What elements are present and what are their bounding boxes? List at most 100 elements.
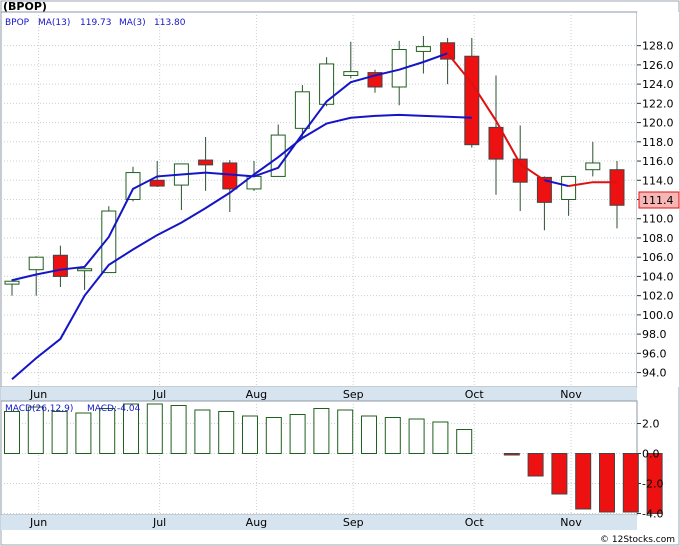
price-tick-label: 102.0 — [642, 290, 674, 303]
candle — [343, 41, 359, 79]
ma3-line-segment — [544, 179, 569, 188]
legend-ma13-value: 119.73 — [80, 18, 112, 28]
candle — [4, 279, 20, 296]
macd-bar — [170, 405, 187, 454]
candle — [101, 206, 117, 274]
macd-bar — [4, 411, 20, 454]
candle — [561, 175, 577, 216]
macd-bar — [503, 453, 520, 456]
macd-label: MACD(26,12,9) — [5, 404, 73, 414]
price-tick-label: 126.0 — [642, 59, 674, 72]
macd-tick-labels: 2.0 0.0 -2.0 -4.0 — [642, 418, 663, 521]
macd-bar — [575, 453, 592, 510]
price-tick-label: 116.0 — [642, 155, 674, 168]
macd-tick-label: -4.0 — [642, 508, 663, 521]
legend-ma13-label: MA(13) — [38, 18, 70, 28]
ma13-line-segment — [11, 113, 472, 381]
month-label: Jun — [29, 388, 47, 401]
price-tick-label: 120.0 — [642, 117, 674, 130]
macd-tick-label: -2.0 — [642, 478, 663, 491]
macd-bar — [646, 453, 663, 514]
legend-ma3-label: MA(3) — [119, 18, 146, 28]
candle — [149, 161, 165, 187]
macd-bar — [289, 414, 306, 454]
month-label: Sep — [343, 388, 364, 401]
macd-bar — [242, 415, 258, 454]
candle — [77, 267, 93, 290]
macd-bar — [527, 453, 544, 477]
macd-bar — [551, 453, 568, 495]
candle — [512, 125, 528, 212]
last-price-marker: 111.4 — [638, 191, 680, 209]
macd-bar — [194, 409, 211, 454]
candle — [198, 137, 214, 191]
watermark: © 12Stocks.com — [600, 535, 675, 545]
ticker-title: (BPOP) — [3, 0, 47, 13]
macd-month-label: Sep — [343, 516, 364, 529]
macd-month-label: Jun — [29, 516, 47, 529]
last-price-label: 111.4 — [642, 194, 674, 207]
price-tick-label: 118.0 — [642, 136, 674, 149]
macd-bar — [361, 415, 377, 454]
price-tick-label: 110.0 — [642, 213, 674, 226]
candle — [585, 141, 601, 177]
candle — [222, 160, 238, 212]
macd-month-band — [1, 515, 637, 530]
price-tick-label: 96.0 — [642, 347, 667, 360]
month-label: Jul — [152, 388, 166, 401]
macd-value-label: MACD:-4.04 — [87, 404, 141, 414]
candle — [609, 161, 625, 229]
candles — [4, 36, 625, 296]
macd-bars — [4, 403, 663, 514]
legend-ma3-value: 113.80 — [154, 18, 186, 28]
macd-bar — [622, 453, 639, 513]
price-tick-label: 94.0 — [642, 367, 667, 380]
price-month-band — [1, 387, 637, 401]
price-tick-label: 104.0 — [642, 270, 674, 283]
legend-symbol: BPOP — [5, 18, 30, 28]
macd-bar — [599, 453, 615, 513]
macd-bar — [337, 409, 354, 454]
price-tick-label: 114.0 — [642, 174, 674, 187]
price-tick-label: 124.0 — [642, 78, 674, 91]
macd-bar — [146, 403, 163, 454]
macd-bar — [99, 408, 116, 454]
macd-bar — [384, 417, 401, 454]
macd-bar — [51, 411, 68, 454]
candle — [28, 256, 44, 296]
month-label: Aug — [246, 388, 267, 401]
macd-bar — [456, 429, 473, 454]
price-tick-label: 108.0 — [642, 232, 674, 245]
candle — [319, 57, 335, 107]
macd-tick-label: 2.0 — [642, 418, 660, 431]
macd-bar — [265, 417, 282, 454]
price-tick-label: 122.0 — [642, 97, 674, 110]
price-tick-label: 98.0 — [642, 328, 667, 341]
price-tick-label: 128.0 — [642, 40, 674, 53]
candle — [415, 36, 431, 74]
macd-month-label: Nov — [560, 516, 582, 529]
price-tick-label: 106.0 — [642, 251, 674, 264]
macd-bar — [313, 408, 330, 454]
month-label: Nov — [560, 388, 582, 401]
macd-month-label: Aug — [246, 516, 267, 529]
macd-month-label: Oct — [465, 516, 485, 529]
macd-bar — [75, 412, 92, 454]
price-tick-labels: 94.0 96.0 98.0 100.0 102.0 104.0 106.0 108.0 110… — [642, 40, 674, 380]
ma3-line-segment — [446, 52, 545, 182]
month-label: Oct — [465, 388, 485, 401]
macd-month-label: Jul — [152, 516, 166, 529]
price-gridlines — [1, 12, 641, 515]
candle — [294, 85, 310, 138]
macd-bar — [408, 418, 425, 454]
month-labels: Jun Jun Jul Jul Aug Aug Sep Sep Oct Oct Nov Nov — [29, 388, 582, 529]
ma3-line — [11, 52, 448, 282]
macd-bar — [123, 403, 139, 454]
candle — [488, 75, 504, 195]
macd-bar — [218, 411, 235, 454]
macd-bar — [27, 406, 44, 454]
ma3-line-segment — [568, 181, 617, 188]
macd-bar — [432, 421, 449, 454]
macd-tick-label: 0.0 — [642, 448, 660, 461]
